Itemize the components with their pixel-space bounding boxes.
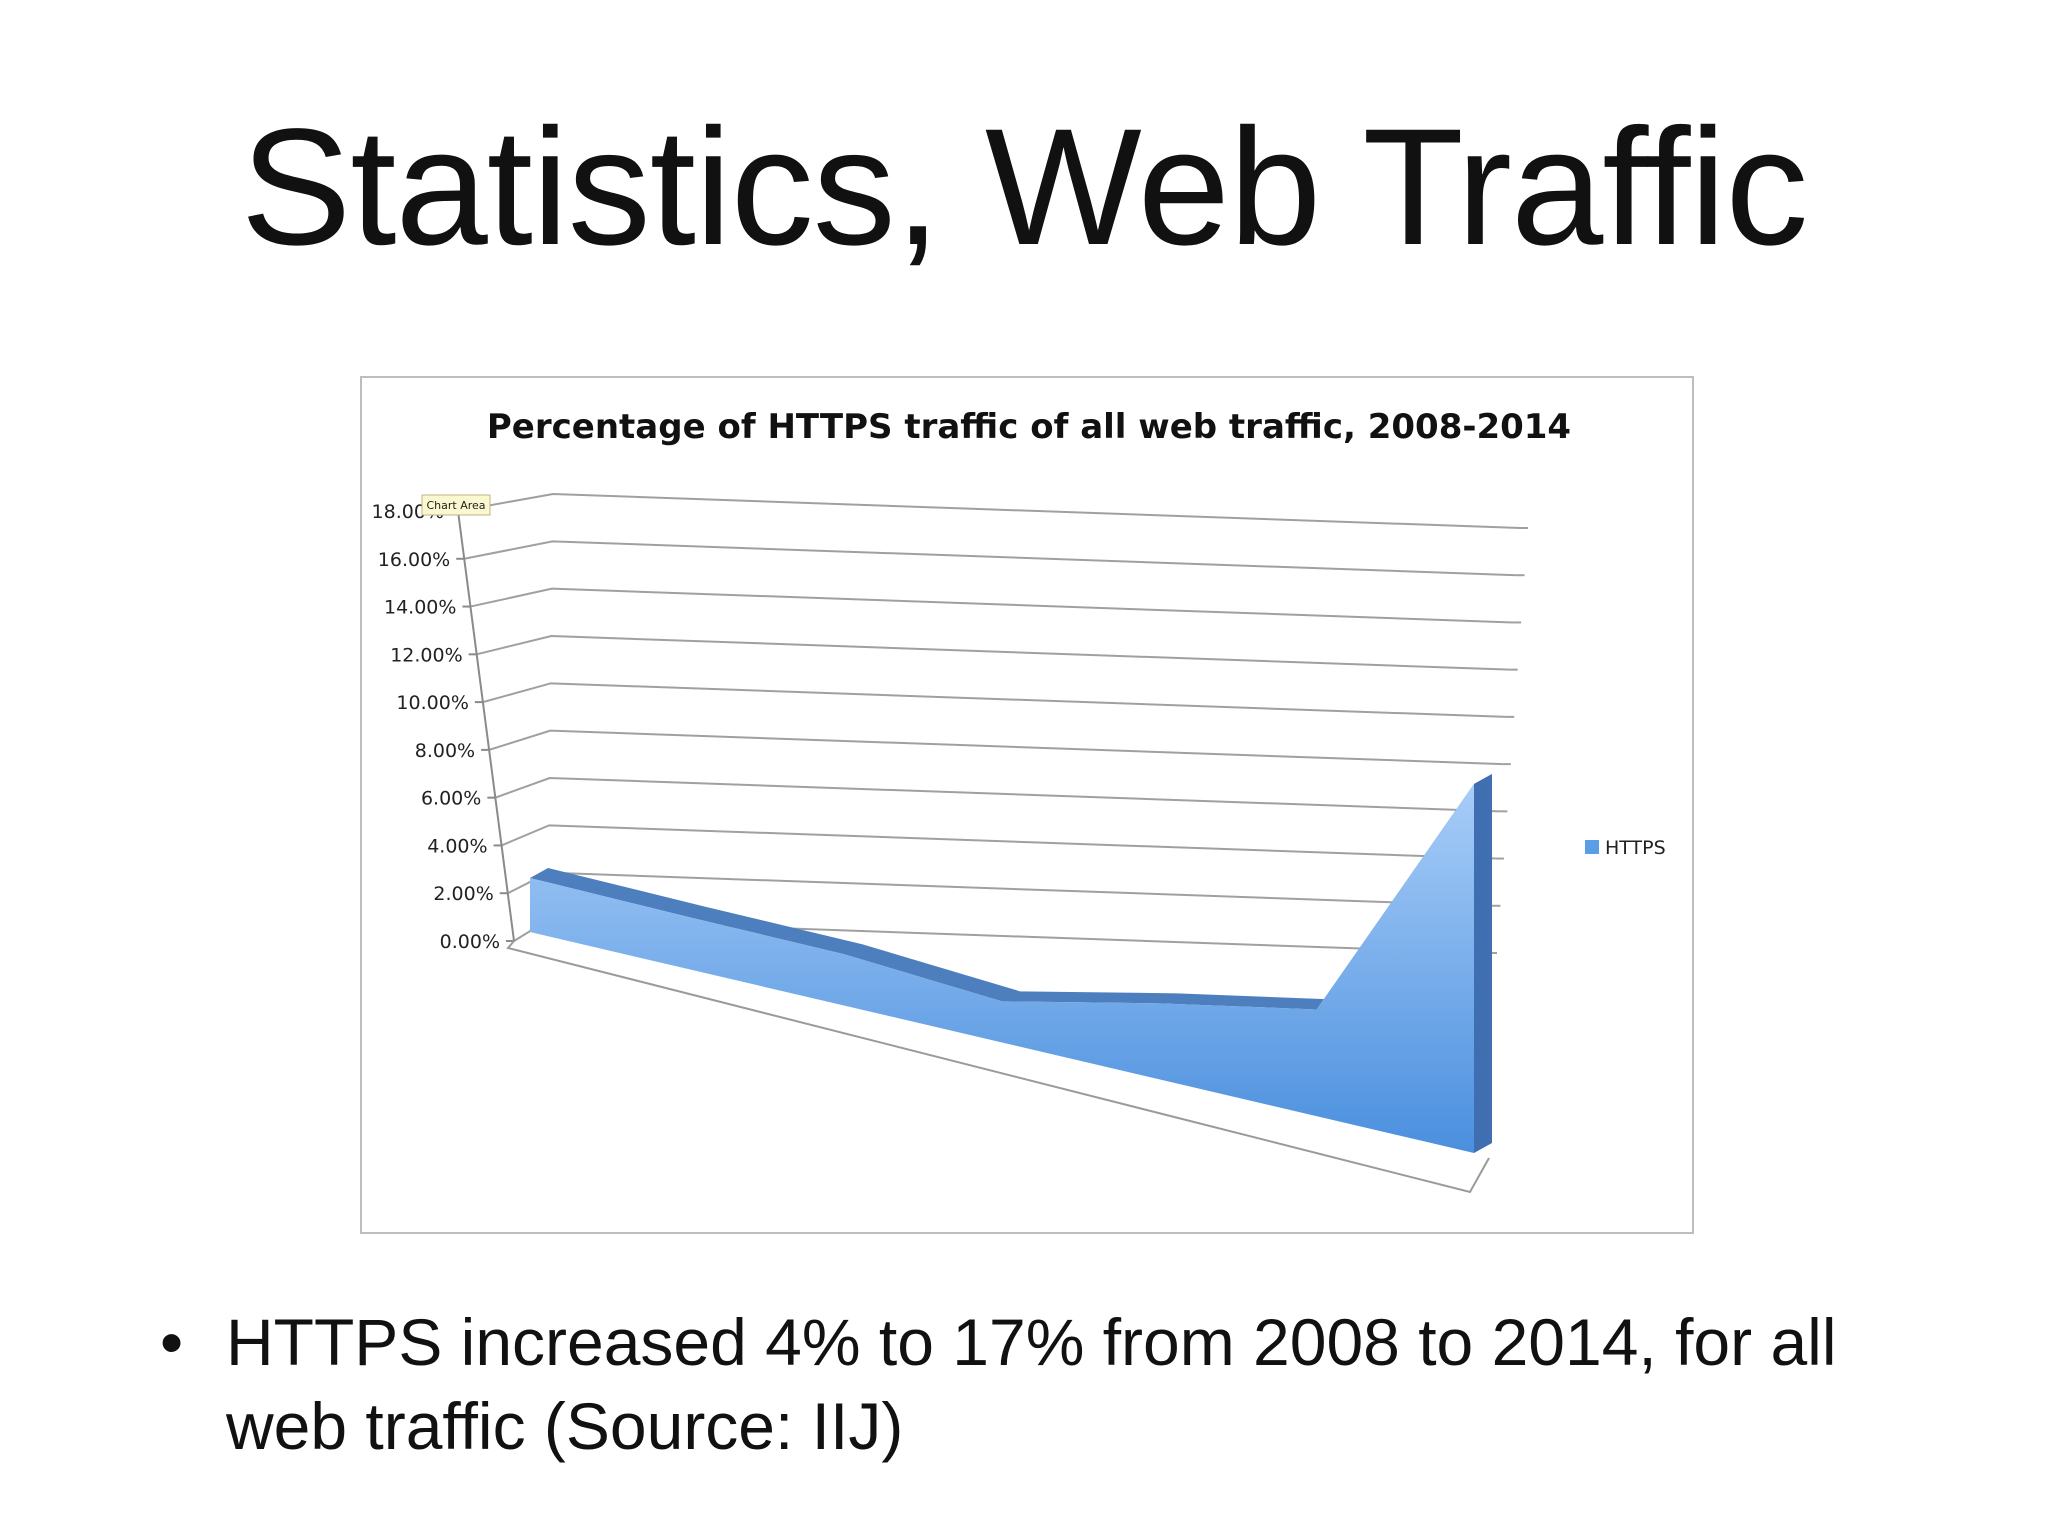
y-tick-label: 6.00% [421, 788, 481, 810]
y-tick-label: 12.00% [390, 644, 462, 666]
tooltip-box [421, 494, 491, 516]
gridline [476, 634, 1510, 671]
bullet-dot: • [160, 1305, 184, 1379]
bullet-text: HTTPS increased 4% to 17% from 2008 to 2… [226, 1305, 1837, 1463]
gridline [501, 824, 1496, 860]
data-point[interactable] [839, 948, 851, 960]
data-point[interactable] [1311, 1003, 1323, 1015]
y-tick-label: 4.00% [427, 835, 487, 857]
data-point[interactable] [524, 872, 536, 884]
chart-area[interactable]: 0.00% 2.00% 4.00% 6.00% 8.00% 10.00% 12.00% 14.… [360, 376, 1694, 1234]
data-point[interactable] [1468, 778, 1480, 790]
gridline [488, 729, 1503, 766]
y-tick-label: 8.00% [415, 740, 475, 762]
chart-title: Percentage of HTTPS traffic of all web t… [487, 407, 1571, 447]
data-point[interactable] [681, 911, 693, 923]
legend-swatch [1585, 840, 1599, 854]
y-tick-label: 14.00% [384, 597, 456, 619]
area-series-https[interactable] [530, 784, 1474, 1153]
bullet-item: • HTTPS increased 4% to 17% from 2008 to… [160, 1300, 1920, 1468]
legend-label: HTTPS [1605, 837, 1666, 859]
slide-title: Statistics, Web Traffic [240, 95, 1809, 280]
y-tick-label: 0.00% [440, 931, 500, 953]
area-side-face [1474, 774, 1492, 1153]
y-axis [457, 510, 515, 942]
chart-floor [506, 940, 1490, 1194]
data-point[interactable] [1153, 997, 1165, 1009]
area-chart: 0.00% 2.00% 4.00% 6.00% 8.00% 10.00% 12.00% 14.… [372, 407, 1666, 1194]
data-point[interactable] [996, 995, 1008, 1007]
gridline [457, 492, 1521, 529]
y-tick-label: 2.00% [433, 883, 493, 905]
gridline [464, 540, 1517, 577]
y-tick-label: 16.00% [378, 549, 450, 571]
gridline [494, 776, 1500, 813]
gridline [482, 682, 1507, 718]
gridline [470, 587, 1514, 624]
tooltip-text: Chart Area [426, 499, 485, 512]
y-tick-label: 10.00% [396, 692, 468, 714]
bullet-list: • HTTPS increased 4% to 17% from 2008 to… [160, 1300, 1920, 1468]
